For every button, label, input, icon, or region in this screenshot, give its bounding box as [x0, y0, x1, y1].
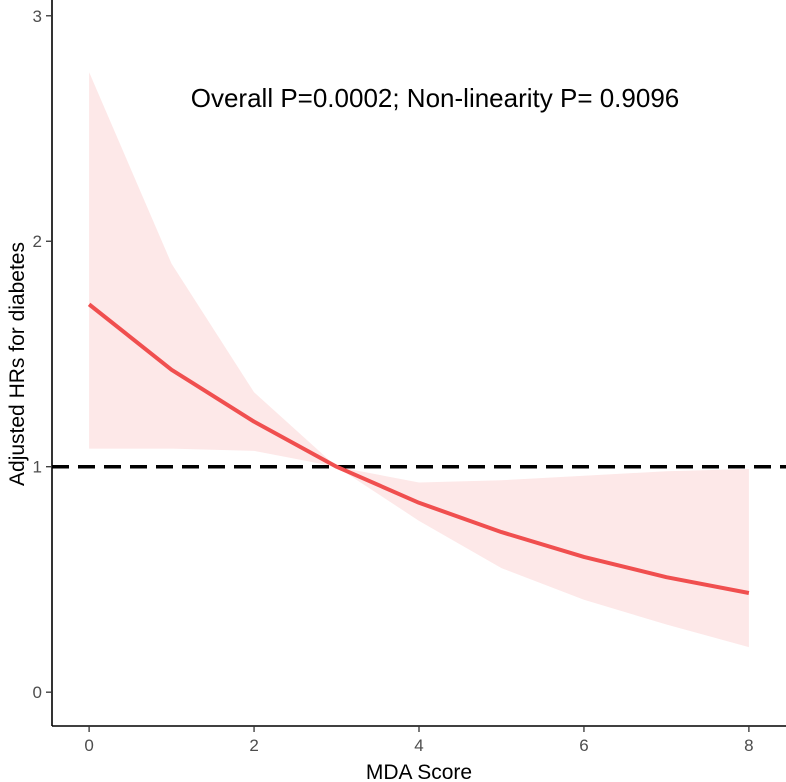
annotation-text: Overall P=0.0002; Non-linearity P= 0.909…	[191, 83, 680, 113]
y-tick-label: 0	[33, 683, 42, 702]
x-tick-label: 8	[744, 736, 753, 755]
x-axis-title: MDA Score	[366, 761, 472, 782]
y-axis-ticks: 0 1 2 3	[33, 7, 52, 702]
confidence-band	[89, 72, 749, 648]
x-axis-ticks: 0 2 4 6 8	[84, 726, 754, 755]
y-tick-label: 1	[33, 458, 42, 477]
x-tick-label: 6	[579, 736, 588, 755]
y-tick-label: 3	[33, 7, 42, 26]
x-tick-label: 0	[84, 736, 93, 755]
y-axis-title: Adjusted HRs for diabetes	[6, 242, 29, 486]
y-tick-label: 2	[33, 232, 42, 251]
hr-curve	[87, 302, 750, 595]
x-tick-label: 2	[249, 736, 258, 755]
x-tick-label: 4	[414, 736, 423, 755]
